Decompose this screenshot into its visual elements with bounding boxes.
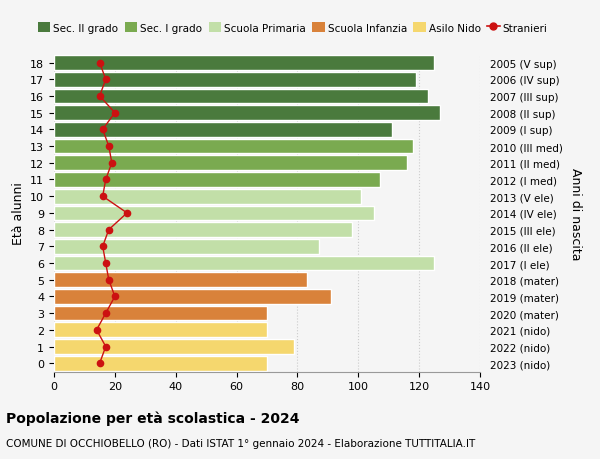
- Bar: [54, 173, 380, 187]
- Bar: [54, 290, 331, 304]
- Legend: Sec. II grado, Sec. I grado, Scuola Primaria, Scuola Infanzia, Asilo Nido, Stran: Sec. II grado, Sec. I grado, Scuola Prim…: [34, 19, 552, 38]
- Bar: [54, 106, 440, 121]
- Bar: [54, 156, 407, 171]
- Bar: [54, 340, 295, 354]
- Bar: [54, 223, 352, 237]
- Bar: [54, 240, 319, 254]
- Bar: [54, 323, 267, 337]
- Y-axis label: Anni di nascita: Anni di nascita: [569, 167, 582, 260]
- Bar: [54, 356, 267, 371]
- Y-axis label: Età alunni: Età alunni: [11, 182, 25, 245]
- Text: Popolazione per età scolastica - 2024: Popolazione per età scolastica - 2024: [6, 411, 299, 425]
- Text: COMUNE DI OCCHIOBELLO (RO) - Dati ISTAT 1° gennaio 2024 - Elaborazione TUTTITALI: COMUNE DI OCCHIOBELLO (RO) - Dati ISTAT …: [6, 438, 475, 448]
- Bar: [54, 190, 361, 204]
- Bar: [54, 306, 267, 321]
- Bar: [54, 256, 434, 271]
- Bar: [54, 140, 413, 154]
- Bar: [54, 273, 307, 287]
- Bar: [54, 56, 434, 71]
- Bar: [54, 206, 373, 221]
- Bar: [54, 73, 416, 87]
- Bar: [54, 90, 428, 104]
- Bar: [54, 123, 392, 137]
